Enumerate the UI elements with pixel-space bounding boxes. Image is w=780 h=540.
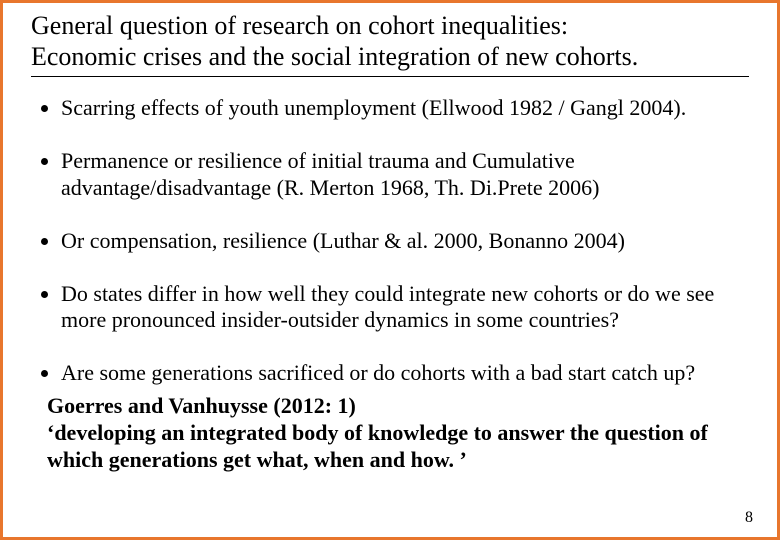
citation-line-2: ‘developing an integrated body of knowle… — [47, 420, 708, 472]
title-line-1: General question of research on cohort i… — [31, 11, 568, 40]
bullet-text: Are some generations sacrificed or do co… — [61, 360, 695, 385]
title-underline — [31, 76, 749, 77]
citation-line-1: Goerres and Vanhuysse (2012: 1) — [47, 393, 356, 418]
bullet-item: Are some generations sacrificed or do co… — [61, 360, 749, 387]
citation-block: Goerres and Vanhuysse (2012: 1) ‘develop… — [47, 393, 749, 473]
bullet-item: Permanence or resilience of initial trau… — [61, 148, 749, 202]
bullet-text: Or compensation, resilience (Luthar & al… — [61, 228, 625, 253]
bullet-item: Scarring effects of youth unemployment (… — [61, 95, 749, 122]
bullet-text: Permanence or resilience of initial trau… — [61, 148, 599, 200]
bullet-item: Or compensation, resilience (Luthar & al… — [61, 228, 749, 255]
title-line-2: Economic crises and the social integrati… — [31, 42, 638, 71]
bullet-text: Scarring effects of youth unemployment (… — [61, 95, 686, 120]
bullet-list: Scarring effects of youth unemployment (… — [31, 95, 749, 387]
page-number: 8 — [745, 509, 753, 527]
slide-title: General question of research on cohort i… — [31, 11, 749, 72]
bullet-text: Do states differ in how well they could … — [61, 281, 714, 333]
bullet-item: Do states differ in how well they could … — [61, 281, 749, 335]
slide-frame: General question of research on cohort i… — [0, 0, 780, 540]
